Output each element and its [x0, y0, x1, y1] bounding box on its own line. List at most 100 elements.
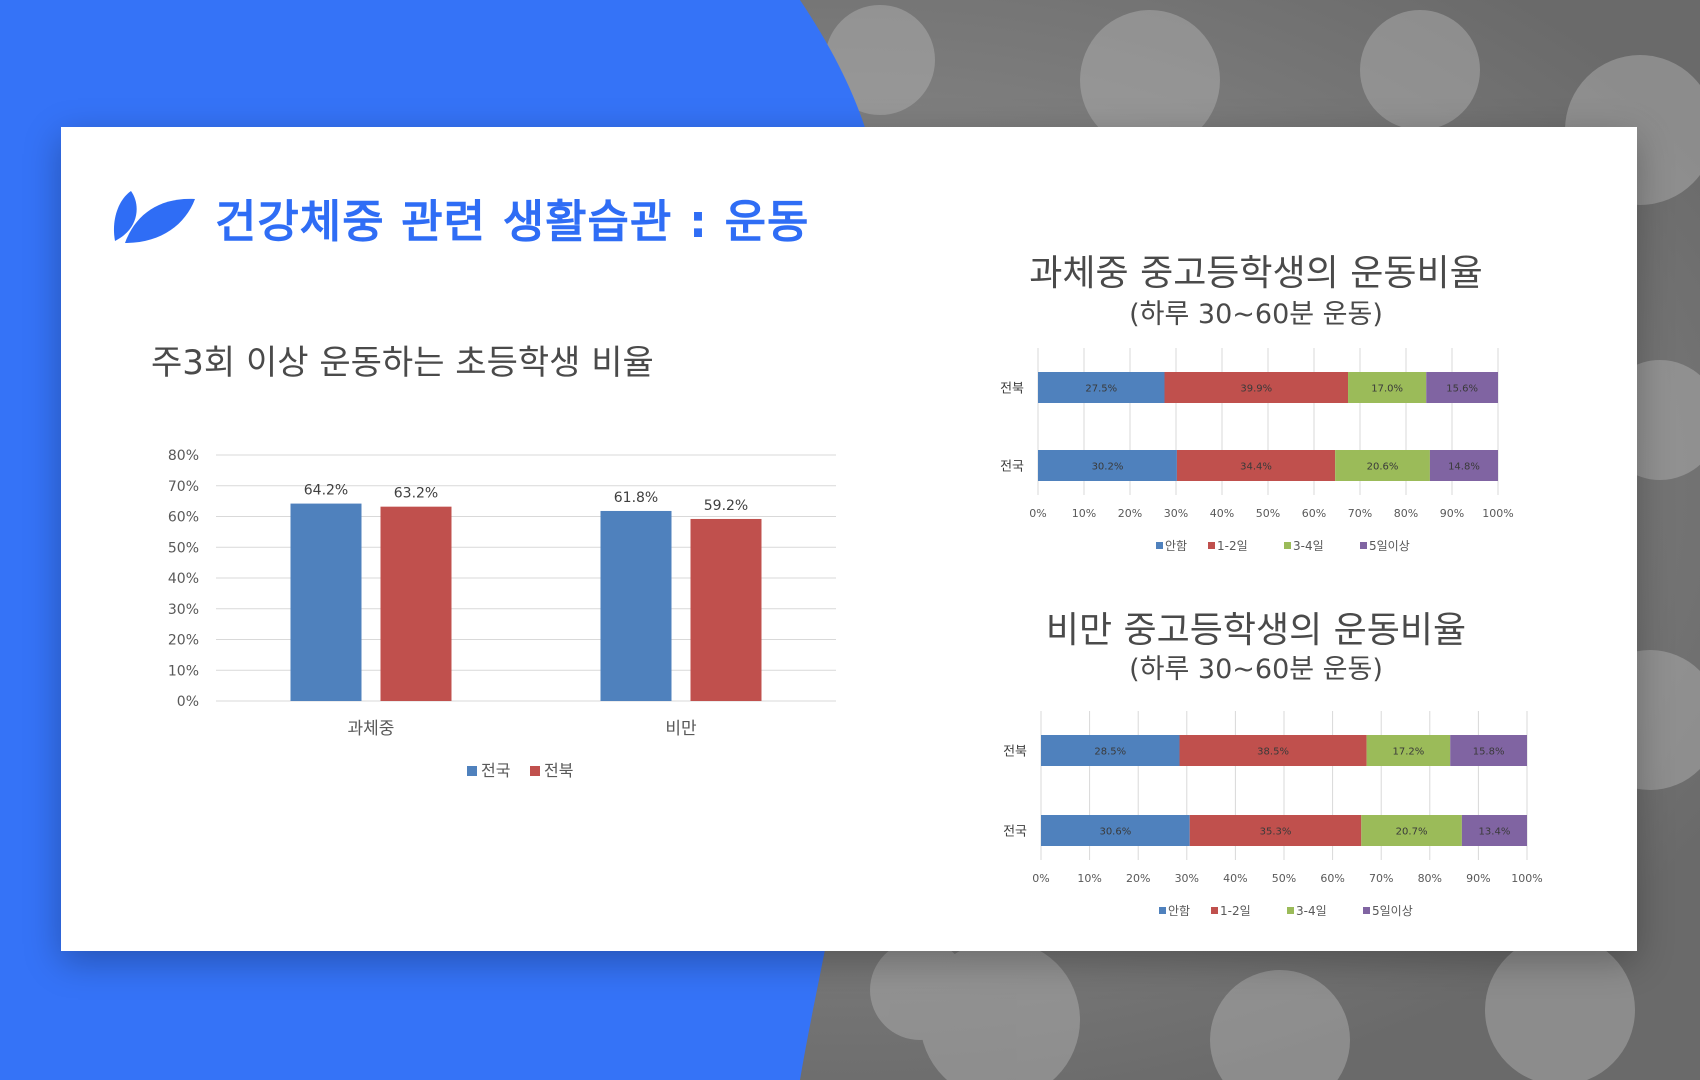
x-tick-label: 80%	[1418, 872, 1442, 885]
data-label: 17.0%	[1371, 384, 1403, 395]
x-tick-label: 비만	[665, 719, 697, 739]
bar-segment	[1189, 815, 1362, 846]
legend-swatch	[1284, 542, 1291, 549]
x-tick-label: 60%	[1320, 872, 1344, 885]
bar-segment	[1176, 450, 1336, 481]
bar-segment	[1038, 450, 1177, 481]
elementary-exercise-bar-chart: 0% 10% 20% 30% 40% 50% 60% 70% 80% 64.2% 63.2% 과체중 6…	[168, 448, 836, 780]
overweight-stacked-chart: 0% 10% 20% 30% 40% 50% 60% 70% 80% 90% 100% 전북 27.5%…	[1000, 348, 1514, 553]
y-tick-label: 80%	[168, 448, 199, 464]
legend-label: 안함	[1165, 539, 1187, 553]
bar-segment	[1179, 735, 1367, 766]
y-tick-label: 전북	[1000, 382, 1024, 397]
y-tick-label: 70%	[168, 479, 199, 495]
x-tick-label: 10%	[1077, 872, 1101, 885]
legend-swatch	[1159, 907, 1166, 914]
legend-label: 1-2일	[1217, 539, 1248, 553]
bar-segment	[1361, 815, 1462, 846]
legend-label: 3-4일	[1293, 539, 1324, 553]
data-label: 15.8%	[1473, 747, 1505, 758]
y-tick-label: 0%	[177, 694, 199, 710]
bar-segment	[1366, 735, 1451, 766]
overweight-chart-title: 과체중 중고등학생의 운동비율	[1029, 253, 1483, 294]
x-tick-label: 40%	[1223, 872, 1247, 885]
legend-swatch	[1360, 542, 1367, 549]
bar	[600, 510, 672, 701]
legend-swatch	[1208, 542, 1215, 549]
y-tick-label: 10%	[168, 663, 199, 679]
x-tick-label: 과체중	[348, 719, 395, 739]
title-row: 건강체중 관련 생활습관 : 운동	[111, 182, 809, 252]
x-tick-label: 70%	[1369, 872, 1393, 885]
obese-stacked-chart: 0% 10% 20% 30% 40% 50% 60% 70% 80% 90% 100% 전북 28.5%…	[1003, 711, 1543, 918]
legend-swatch	[530, 766, 540, 776]
data-label: 34.4%	[1240, 462, 1272, 473]
x-tick-label: 0%	[1032, 872, 1049, 885]
data-label: 20.7%	[1396, 827, 1428, 838]
x-tick-label: 20%	[1118, 507, 1142, 520]
bar-segment	[1429, 450, 1498, 481]
y-tick-label: 전국	[1000, 460, 1024, 475]
legend-label: 5일이상	[1372, 904, 1413, 918]
x-tick-label: 100%	[1511, 872, 1542, 885]
page-title: 건강체중 관련 생활습관 : 운동	[215, 194, 810, 248]
leaf-icon	[113, 191, 195, 243]
data-label: 59.2%	[704, 498, 748, 514]
data-label: 15.6%	[1446, 384, 1478, 395]
data-label: 13.4%	[1479, 827, 1511, 838]
content-card: 건강체중 관련 생활습관 : 운동 주3회 이상 운동하는 초등학생 비율 0%…	[61, 127, 1637, 951]
y-tick-label: 30%	[168, 602, 199, 618]
data-label: 14.8%	[1448, 462, 1480, 473]
bar-segment	[1164, 372, 1349, 403]
x-tick-label: 40%	[1210, 507, 1234, 520]
bar	[690, 518, 762, 701]
data-label: 17.2%	[1393, 747, 1425, 758]
data-label: 35.3%	[1260, 827, 1292, 838]
obese-chart-title: 비만 중고등학생의 운동비율	[1045, 610, 1467, 651]
data-label: 38.5%	[1257, 747, 1289, 758]
x-tick-label: 20%	[1126, 872, 1150, 885]
bar-segment	[1041, 735, 1180, 766]
x-tick-label: 70%	[1348, 507, 1372, 520]
x-tick-label: 30%	[1175, 872, 1199, 885]
y-tick-label: 전북	[1003, 745, 1027, 760]
legend-label: 3-4일	[1296, 904, 1327, 918]
bar-segment	[1041, 815, 1190, 846]
x-tick-label: 90%	[1440, 507, 1464, 520]
legend-swatch	[467, 766, 477, 776]
x-tick-label: 60%	[1302, 507, 1326, 520]
data-label: 64.2%	[304, 483, 348, 499]
bar-chart-title: 주3회 이상 운동하는 초등학생 비율	[151, 343, 654, 383]
legend-swatch	[1156, 542, 1163, 549]
data-label: 30.2%	[1092, 462, 1124, 473]
legend-label: 5일이상	[1369, 539, 1410, 553]
x-tick-label: 0%	[1029, 507, 1046, 520]
y-tick-label: 전국	[1003, 825, 1027, 840]
bar-segment	[1461, 815, 1527, 846]
bar-segment	[1038, 372, 1165, 403]
data-label: 20.6%	[1367, 462, 1399, 473]
legend-label: 안함	[1168, 904, 1190, 918]
bar	[290, 503, 362, 701]
x-tick-label: 10%	[1072, 507, 1096, 520]
legend-label: 전국	[481, 761, 510, 780]
y-tick-label: 60%	[168, 510, 199, 526]
bar-segment	[1450, 735, 1527, 766]
overweight-chart-subtitle: (하루 30~60분 운동)	[1129, 299, 1383, 330]
bar	[380, 506, 452, 701]
data-label: 27.5%	[1085, 384, 1117, 395]
y-tick-label: 40%	[168, 571, 199, 587]
x-tick-label: 80%	[1394, 507, 1418, 520]
x-tick-label: 30%	[1164, 507, 1188, 520]
x-tick-label: 100%	[1482, 507, 1513, 520]
bar-segment	[1335, 450, 1430, 481]
legend-swatch	[1363, 907, 1370, 914]
bar-segment	[1426, 372, 1498, 403]
data-label: 30.6%	[1099, 827, 1131, 838]
y-tick-label: 50%	[168, 540, 199, 556]
x-tick-label: 50%	[1256, 507, 1280, 520]
obese-chart-subtitle: (하루 30~60분 운동)	[1129, 654, 1383, 685]
legend-swatch	[1287, 907, 1294, 914]
bar-segment	[1348, 372, 1427, 403]
legend-label: 전북	[544, 761, 573, 780]
